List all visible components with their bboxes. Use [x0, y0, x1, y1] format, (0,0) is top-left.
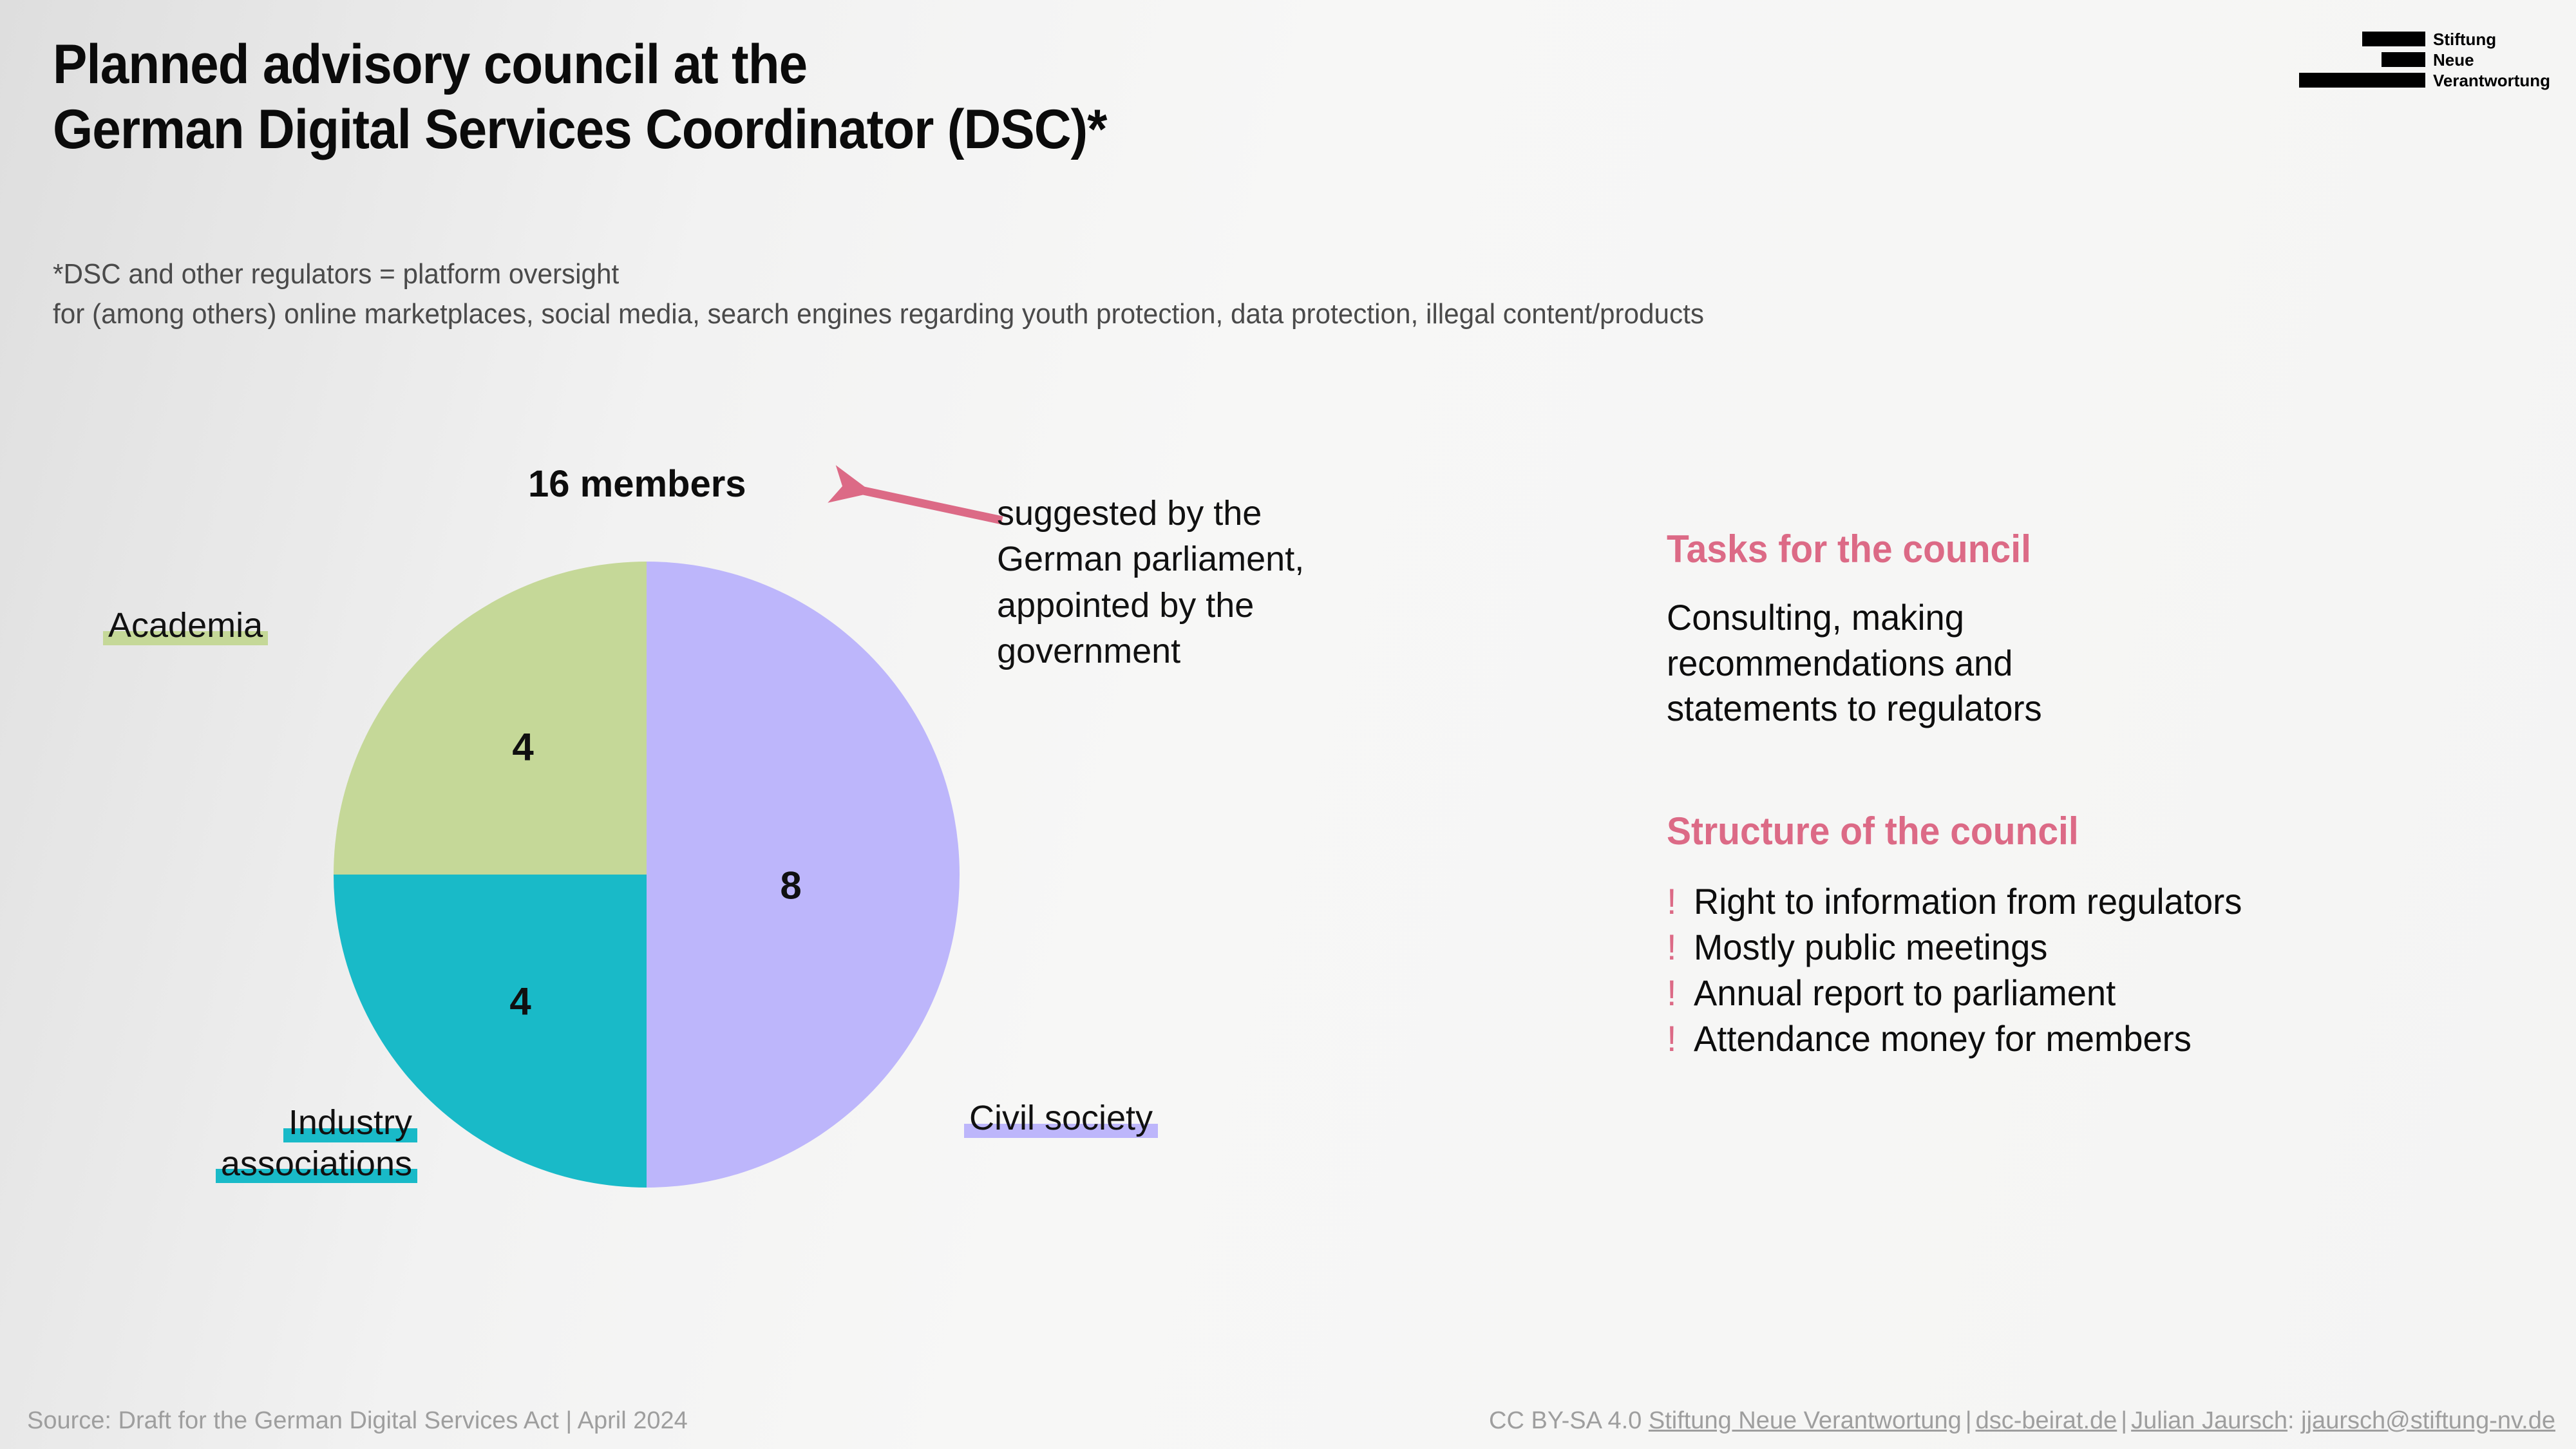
- structure-bullet-list: ! Right to information from regulators !…: [1667, 878, 2555, 1061]
- pie-slice-academia: [334, 562, 647, 875]
- logo-text-line-1: Stiftung: [2432, 29, 2497, 49]
- exclamation-bullet-icon: !: [1667, 1018, 1677, 1059]
- exclamation-bullet-icon: !: [1667, 926, 1677, 967]
- exclamation-bullet-icon: !: [1667, 880, 1677, 922]
- list-item: ! Mostly public meetings: [1667, 924, 2555, 970]
- pie-label-industry-line-2: associations: [215, 1144, 418, 1185]
- structure-item-3: Annual report to parliament: [1694, 972, 2116, 1013]
- footer-author-suffix: :: [2287, 1407, 2295, 1434]
- footer-org-link[interactable]: Stiftung Neue Verantwortung: [1648, 1407, 1962, 1434]
- tasks-heading: Tasks for the council: [1667, 527, 2031, 571]
- pie-label-industry-associations: Industry associations: [109, 1103, 418, 1185]
- footer-credits: CC BY-SA 4.0 Stiftung Neue Verantwortung…: [1489, 1407, 2555, 1435]
- annotation-line-2: German parliament,: [997, 540, 1305, 579]
- logo-text-line-3: Verantwortung: [2432, 70, 2550, 90]
- subtitle-line-2: for (among others) online marketplaces, …: [53, 298, 1705, 330]
- logo-row-1: Stiftung: [2297, 29, 2497, 49]
- page-subtitle: *DSC and other regulators = platform ove…: [53, 254, 1704, 335]
- footer-separator: |: [2121, 1407, 2128, 1434]
- pie-value-civil-society: 8: [780, 864, 802, 907]
- annotation-line-1: suggested by the: [997, 494, 1262, 533]
- footer-author-link[interactable]: Julian Jaursch: [2131, 1407, 2288, 1434]
- logo-row-2: Neue: [2297, 52, 2474, 68]
- pie-label-industry-line-1: Industry: [283, 1103, 418, 1144]
- list-item: ! Annual report to parliament: [1667, 970, 2555, 1016]
- annotation-arrow-icon: [828, 465, 1003, 525]
- pie-label-civil-society-text: Civil society: [963, 1098, 1159, 1139]
- exclamation-bullet-icon: !: [1667, 972, 1677, 1013]
- logo-bar-icon: [2298, 73, 2425, 88]
- logo-bar-icon: [2381, 52, 2425, 67]
- logo-bar-icon: [2362, 32, 2425, 46]
- structure-item-2: Mostly public meetings: [1694, 926, 2048, 967]
- chart-annotation: suggested by the German parliament, appo…: [997, 491, 1304, 674]
- list-item: ! Right to information from regulators: [1667, 878, 2555, 924]
- annotation-line-4: government: [997, 631, 1181, 670]
- page-title: Planned advisory council at the German D…: [53, 32, 1107, 162]
- structure-item-4: Attendance money for members: [1694, 1018, 2192, 1059]
- pie-label-academia-text: Academia: [102, 605, 269, 647]
- structure-block: Structure of the council ! Right to info…: [1667, 810, 2555, 1061]
- logo-text-line-2: Neue: [2432, 50, 2474, 70]
- footer-license: CC BY-SA 4.0: [1489, 1407, 1642, 1434]
- chart-title: 16 members: [528, 463, 746, 505]
- title-line-2: German Digital Services Coordinator (DSC…: [53, 98, 1107, 160]
- pie-value-industry-associations: 4: [509, 980, 531, 1023]
- pie-label-academia: Academia: [102, 605, 269, 647]
- logo-row-3: Verantwortung: [2297, 70, 2550, 90]
- footer-source: Source: Draft for the German Digital Ser…: [27, 1407, 688, 1434]
- tasks-block: Tasks for the council Consulting, making…: [1667, 528, 2555, 732]
- structure-item-1: Right to information from regulators: [1694, 880, 2242, 922]
- annotation-line-3: appointed by the: [997, 585, 1255, 625]
- pie-label-civil-society: Civil society: [963, 1098, 1159, 1139]
- pie-slice-civil-society: [647, 562, 960, 1188]
- tasks-body-line-3: statements to regulators: [1667, 688, 2042, 729]
- title-line-1: Planned advisory council at the: [53, 33, 808, 95]
- footer-email-link[interactable]: jjaursch@stiftung-nv.de: [2301, 1407, 2555, 1434]
- tasks-body: Consulting, making recommendations and s…: [1667, 595, 2529, 732]
- list-item: ! Attendance money for members: [1667, 1016, 2555, 1061]
- organization-logo: Stiftung Neue Verantwortung: [2297, 29, 2550, 90]
- tasks-body-line-2: recommendations and: [1667, 642, 2013, 683]
- footer-site-link[interactable]: dsc-beirat.de: [1975, 1407, 2117, 1434]
- subtitle-line-1: *DSC and other regulators = platform ove…: [53, 258, 620, 290]
- tasks-body-line-1: Consulting, making: [1667, 597, 1964, 638]
- structure-heading: Structure of the council: [1667, 809, 2079, 853]
- pie-chart: [334, 562, 960, 1188]
- info-column: Tasks for the council Consulting, making…: [1667, 528, 2555, 1061]
- pie-value-academia: 4: [512, 725, 534, 769]
- footer-separator: |: [1965, 1407, 1972, 1434]
